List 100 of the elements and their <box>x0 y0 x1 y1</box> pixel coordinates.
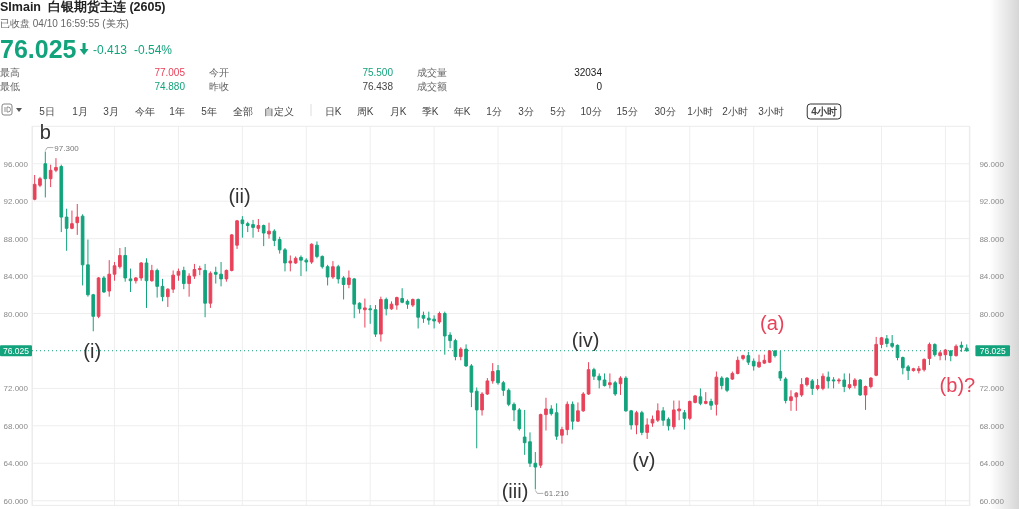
y2-tick-label: 80.000 <box>979 309 1005 319</box>
annotation: b <box>39 121 51 143</box>
candlestick <box>730 371 735 381</box>
text: 自定义 <box>264 106 294 117</box>
y2-tick-label: 60.000 <box>979 496 1005 506</box>
candlestick <box>64 208 69 252</box>
candlestick <box>826 371 831 389</box>
candlestick <box>698 387 703 406</box>
candlestick <box>352 277 357 319</box>
candlestick <box>240 215 245 239</box>
candlestick <box>224 269 229 283</box>
candlestick <box>645 417 649 440</box>
text: 30分 <box>654 106 676 117</box>
candlestick <box>911 367 916 373</box>
candlestick <box>373 304 378 338</box>
chart-title: SImain 白银期货主连 (2605) <box>0 0 166 14</box>
text: 76.025 <box>979 345 1006 356</box>
y-tick-label: 92.000 <box>3 197 29 207</box>
text: 10分 <box>580 106 602 117</box>
candlestick <box>208 270 213 309</box>
text: 5年 <box>201 106 217 117</box>
candlestick <box>405 298 410 310</box>
annotation: (a) <box>760 312 785 334</box>
candlestick <box>341 275 346 300</box>
annotation: (ii) <box>228 185 251 207</box>
candlestick <box>267 222 271 240</box>
candlestick <box>586 361 591 396</box>
candlestick <box>954 343 958 358</box>
y-tick-label: 64.000 <box>3 459 29 469</box>
candlestick <box>331 260 335 280</box>
candlestick <box>400 287 404 304</box>
annotation: 61.210 <box>544 489 570 499</box>
candlestick <box>160 278 165 302</box>
text: 今开 <box>209 67 229 78</box>
text: 3月 <box>103 106 119 117</box>
candlestick <box>59 164 64 233</box>
text: -0.54% <box>134 43 173 57</box>
y-tick-label: 88.000 <box>3 234 29 244</box>
candlestick <box>144 257 149 309</box>
candlestick <box>554 402 559 441</box>
annotation: 97.300 <box>54 143 80 153</box>
text: 成交额 <box>417 81 447 92</box>
candlestick <box>128 268 133 293</box>
annotation: (iv) <box>571 329 600 351</box>
candlestick <box>197 265 202 276</box>
y-tick-label: 84.000 <box>3 272 29 282</box>
candlestick <box>123 246 128 283</box>
candlestick <box>256 218 261 233</box>
candlestick <box>309 242 314 265</box>
text: 5分 <box>550 106 566 117</box>
candlestick <box>602 372 607 388</box>
candlestick <box>767 349 772 364</box>
text: 月K <box>389 106 407 117</box>
annotation: (b)? <box>939 374 976 396</box>
candlestick <box>410 298 415 308</box>
text: 成交量 <box>417 67 447 78</box>
text: 年K <box>453 106 471 117</box>
annotation: (iii) <box>501 480 529 502</box>
text: 日K <box>324 106 342 117</box>
candlestick <box>70 210 74 230</box>
text: 76.025 <box>0 35 77 63</box>
candlestick <box>810 378 815 396</box>
text: 1分 <box>486 106 502 117</box>
candlestick <box>458 346 463 361</box>
candlestick <box>879 336 884 349</box>
text: 32034 <box>574 67 603 78</box>
text: 昨收 <box>209 81 229 92</box>
text: 74.880 <box>154 81 186 92</box>
candlestick <box>874 336 879 377</box>
candlestick <box>75 203 80 236</box>
candlestick <box>650 415 655 428</box>
text: 1小时 <box>687 106 713 117</box>
text: 77.005 <box>154 67 186 78</box>
candlestick <box>709 398 713 411</box>
candlestick <box>384 297 389 316</box>
candlestick <box>837 377 841 385</box>
candlestick <box>368 304 373 325</box>
candlestick <box>363 298 367 329</box>
candlestick <box>618 375 623 396</box>
text: 1月 <box>72 106 88 117</box>
candlestick <box>783 376 788 404</box>
y2-tick-label: 64.000 <box>979 459 1005 469</box>
candlestick <box>741 354 745 361</box>
candlestick <box>490 362 495 385</box>
candlestick <box>842 372 847 393</box>
candlestick <box>714 371 719 417</box>
candlestick <box>437 311 442 325</box>
candlestick <box>43 151 48 198</box>
text: 最高 <box>0 67 20 78</box>
text: 15分 <box>616 106 638 117</box>
text: 0 <box>596 81 603 92</box>
candlestick <box>858 378 863 397</box>
candlestick <box>150 264 154 283</box>
y2-tick-label: 92.000 <box>979 197 1005 207</box>
text: 3小时 <box>758 106 784 117</box>
text: 最低 <box>0 81 20 92</box>
candlestick <box>634 410 639 435</box>
candlestick <box>751 357 756 372</box>
candlestick <box>181 266 186 290</box>
candlestick <box>107 259 112 298</box>
